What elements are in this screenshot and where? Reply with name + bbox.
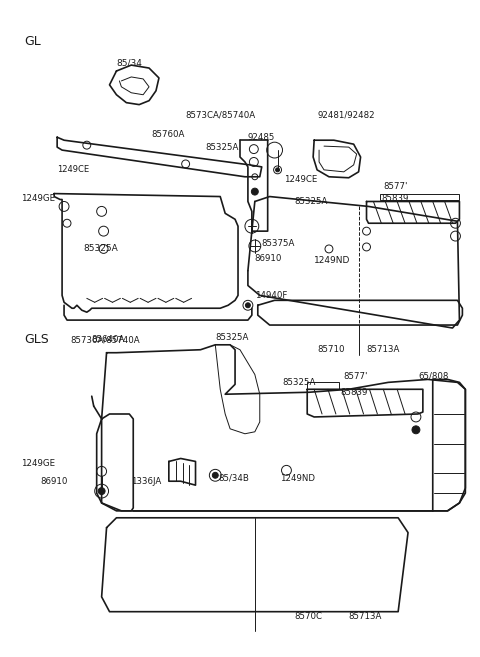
Text: 85325A: 85325A: [283, 378, 316, 387]
Circle shape: [252, 188, 258, 195]
Text: 85710: 85710: [317, 345, 345, 354]
Text: 85713A: 85713A: [349, 612, 382, 621]
Text: 85839: 85839: [341, 388, 368, 397]
Text: 86910: 86910: [255, 254, 282, 263]
Text: 85640A: 85640A: [92, 335, 125, 344]
Text: 8573CA/85740A: 8573CA/85740A: [186, 110, 256, 119]
Text: 85/34: 85/34: [117, 58, 143, 68]
Text: 85760A: 85760A: [151, 130, 184, 139]
Text: 86910: 86910: [40, 477, 68, 486]
Circle shape: [412, 426, 420, 434]
Text: 85325A: 85325A: [294, 197, 328, 206]
Text: 85375A: 85375A: [262, 238, 295, 248]
Text: 85/34B: 85/34B: [218, 474, 249, 483]
Text: 1249ND: 1249ND: [279, 474, 314, 483]
Text: 92485: 92485: [248, 133, 276, 142]
Text: 65/808: 65/808: [418, 372, 448, 381]
Text: 1249CE: 1249CE: [57, 166, 89, 174]
Text: 8577': 8577': [384, 182, 408, 191]
Text: 1249ND: 1249ND: [314, 256, 350, 265]
Text: GLS: GLS: [24, 333, 49, 346]
Text: 92481/92482: 92481/92482: [317, 110, 375, 119]
Text: 85839: 85839: [381, 194, 408, 203]
Text: 1336JA: 1336JA: [131, 477, 162, 486]
Circle shape: [245, 303, 251, 307]
Text: 14940F: 14940F: [255, 291, 287, 300]
Text: 85713A: 85713A: [367, 345, 400, 354]
Circle shape: [98, 487, 105, 495]
Text: 8577': 8577': [344, 372, 368, 381]
Text: 85325A: 85325A: [205, 143, 239, 152]
Circle shape: [212, 472, 218, 478]
Text: GL: GL: [24, 35, 41, 48]
Text: 1249CE: 1249CE: [285, 175, 318, 184]
Text: 8570C: 8570C: [294, 612, 323, 621]
Circle shape: [276, 168, 279, 172]
Text: 85325A: 85325A: [84, 244, 119, 254]
Text: 85325A: 85325A: [216, 333, 249, 342]
Text: 85730A/85740A: 85730A/85740A: [70, 335, 140, 344]
Text: 1249GE: 1249GE: [21, 194, 55, 203]
Text: 1249GE: 1249GE: [21, 459, 55, 468]
